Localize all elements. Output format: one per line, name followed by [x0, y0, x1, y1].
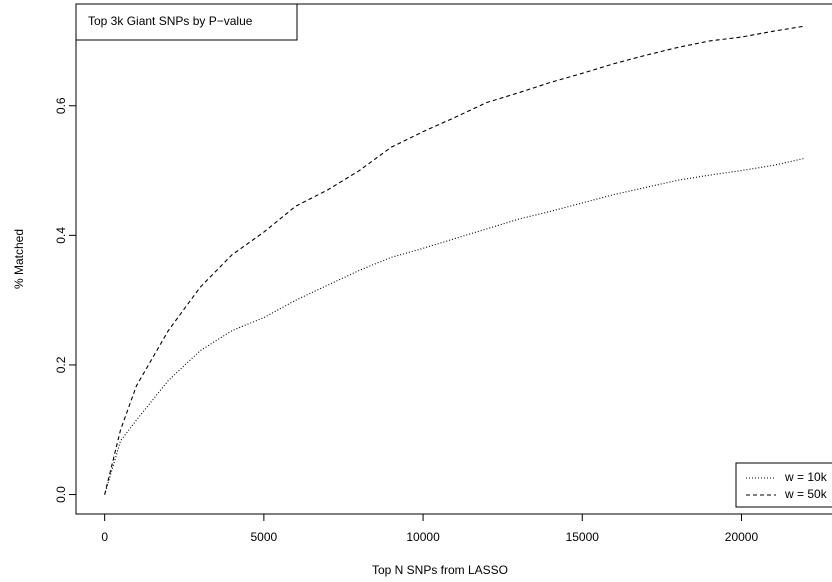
- legend-box: [735, 462, 832, 508]
- series-line: [104, 157, 806, 495]
- x-tick-label: 20000: [725, 530, 759, 544]
- plot-frame: [75, 3, 832, 515]
- y-tick-label: 0.2: [54, 356, 68, 373]
- legend-label: w = 50k: [784, 487, 828, 501]
- x-tick-label: 15000: [566, 530, 600, 544]
- legend-label: w = 10k: [784, 470, 828, 484]
- x-tick-label: 10000: [406, 530, 440, 544]
- series-line: [104, 25, 806, 495]
- y-tick-label: 0.4: [54, 227, 68, 244]
- y-axis-label: % Matched: [12, 229, 26, 289]
- y-tick-label: 0.0: [54, 486, 68, 503]
- x-axis-label: Top N SNPs from LASSO: [372, 563, 508, 577]
- annotation: Top 3k Giant SNPs by P−value: [88, 14, 253, 28]
- annotation-box: [75, 3, 298, 41]
- x-tick-label: 0: [101, 530, 108, 544]
- x-tick-label: 5000: [251, 530, 278, 544]
- y-tick-label: 0.6: [54, 97, 68, 114]
